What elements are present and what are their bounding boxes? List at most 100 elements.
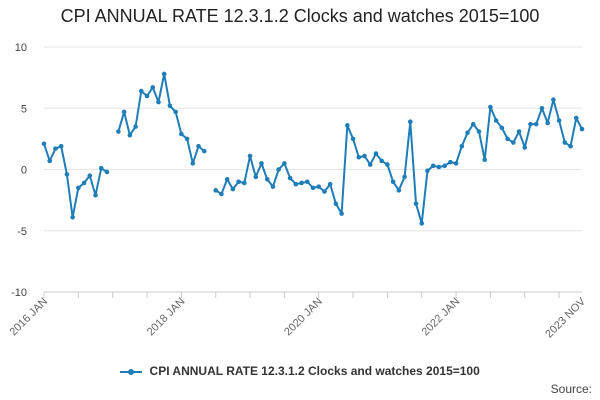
data-point [144, 93, 150, 99]
data-point [150, 85, 156, 90]
y-axis-ticks: 10 5 0 -5 -10 [11, 42, 27, 299]
data-point [184, 136, 190, 142]
data-point [499, 125, 505, 131]
data-point [362, 153, 367, 159]
legend[interactable]: CPI ANNUAL RATE 12.3.1.2 Clocks and watc… [0, 364, 600, 378]
legend-swatch [120, 367, 143, 377]
data-point [276, 167, 281, 172]
data-point [259, 161, 264, 166]
data-point [453, 161, 459, 166]
data-point [253, 174, 259, 180]
data-point [511, 140, 516, 145]
legend-label: CPI ANNUAL RATE 12.3.1.2 Clocks and watc… [149, 364, 480, 378]
series-line-segment [117, 72, 205, 165]
data-point [87, 173, 93, 178]
data-point [402, 174, 407, 180]
data-point [58, 143, 64, 149]
data-point [304, 179, 310, 185]
data-point [367, 162, 373, 167]
data-point [104, 169, 110, 175]
series-line-segment [215, 98, 583, 225]
data-point [133, 124, 138, 129]
data-point [47, 158, 53, 164]
data-point [201, 148, 207, 154]
data-point [419, 221, 425, 226]
data-point [41, 141, 47, 147]
data-point [293, 181, 299, 187]
y-tick-label: 10 [15, 42, 27, 54]
data-point [327, 181, 333, 187]
data-point [230, 186, 236, 192]
x-tick-label: 2020 JAN [282, 296, 325, 339]
data-point [333, 201, 339, 207]
data-point [179, 131, 184, 137]
data-point [379, 158, 384, 164]
grid-lines [44, 46, 582, 293]
data-point [522, 145, 528, 150]
y-tick-label: -5 [17, 226, 27, 238]
data-point [562, 140, 568, 145]
data-point [173, 109, 178, 115]
x-tick-label: 2022 JAN [420, 296, 463, 339]
data-point [470, 121, 476, 127]
data-point [345, 123, 350, 128]
data-point [545, 120, 550, 126]
data-point [53, 146, 58, 151]
data-point [70, 214, 75, 220]
y-tick-label: 5 [21, 103, 27, 115]
chart-title: CPI ANNUAL RATE 12.3.1.2 Clocks and watc… [60, 6, 540, 26]
data-point [533, 121, 539, 127]
data-point [476, 129, 482, 134]
data-point [373, 151, 379, 156]
data-point [413, 201, 419, 207]
x-tick-label: 2016 JAN [7, 296, 50, 339]
data-point [396, 188, 402, 193]
data-point [93, 192, 98, 198]
data-point [81, 180, 87, 186]
x-axis: 2016 JAN 2018 JAN 2020 JAN 2022 JAN 2023 NOV [7, 291, 589, 340]
source-label: Source: [550, 382, 592, 396]
data-point [224, 177, 230, 182]
data-point [236, 179, 241, 185]
data-point [161, 71, 167, 77]
series-points [41, 71, 585, 226]
series-line [43, 72, 583, 225]
data-point [407, 119, 413, 125]
data-point [190, 161, 196, 166]
data-point [539, 105, 545, 111]
data-point [64, 172, 70, 177]
data-point [551, 97, 556, 102]
x-tick-label: 2023 NOV [543, 295, 588, 340]
data-point [167, 103, 173, 109]
data-point [579, 126, 585, 132]
data-point [121, 109, 127, 115]
data-point [282, 161, 287, 166]
data-point [299, 180, 304, 186]
data-point [448, 159, 453, 165]
data-point [350, 136, 356, 142]
data-point [138, 88, 144, 94]
data-point [573, 115, 579, 121]
data-point [287, 175, 293, 181]
data-point [505, 136, 510, 142]
data-point [516, 129, 522, 134]
data-point [493, 118, 499, 123]
data-point [436, 164, 442, 170]
data-point [76, 185, 81, 191]
data-point [390, 179, 396, 185]
y-tick-label: -10 [11, 287, 27, 299]
data-point [482, 157, 488, 162]
data-point [339, 211, 344, 216]
data-point [425, 168, 430, 174]
data-point [442, 163, 447, 169]
series-line-segment [43, 143, 108, 219]
data-point [316, 184, 322, 189]
data-point [430, 163, 436, 169]
data-point [488, 104, 493, 110]
data-point [213, 188, 219, 193]
data-point [465, 130, 470, 136]
data-point [219, 191, 224, 197]
data-point [556, 118, 562, 123]
data-point [270, 184, 276, 189]
